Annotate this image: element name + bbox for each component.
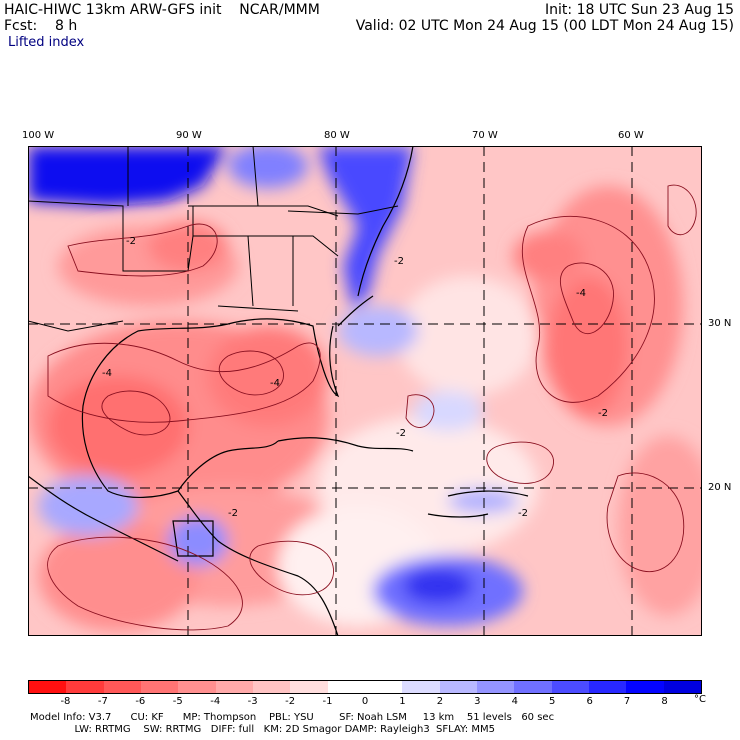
colorbar-swatch — [66, 681, 104, 693]
colorbar-tick-label: -3 — [247, 696, 258, 707]
colorbar-swatch — [140, 681, 179, 693]
contour-label: -2 — [126, 236, 136, 247]
valid-time: Valid: 02 UTC Mon 24 Aug 15 (00 LDT Mon … — [355, 18, 734, 34]
colorbar-swatch — [252, 681, 291, 693]
colorbar-tick-label: -1 — [322, 696, 333, 707]
colorbar-tick-label: 1 — [399, 696, 406, 707]
colorbar-tick-label: -5 — [172, 696, 183, 707]
field-name: Lifted index — [8, 35, 85, 50]
contour-label: -2 — [598, 408, 608, 419]
colorbar-swatch — [103, 681, 141, 693]
state-borders — [28, 146, 399, 332]
colorbar-tick-label: 4 — [511, 696, 518, 707]
colorbar-swatch — [551, 681, 589, 693]
colorbar-tick-label: 3 — [474, 696, 481, 707]
lat-label-20n: 20 N — [708, 482, 732, 493]
lifted-index-map: -2 -2 -4 -4 -2 -2 -4 -2 -2 — [28, 146, 702, 636]
contour-label: -2 — [394, 256, 404, 267]
shading — [28, 146, 702, 631]
model-info-line1: Model Info: V3.7 CU: KF MP: Thompson PBL… — [30, 712, 555, 723]
colorbar-tick-label: 5 — [549, 696, 556, 707]
model-info-line2: LW: RRTMG SW: RRTMG DIFF: full KM: 2D Sm… — [30, 724, 495, 735]
map-frame — [28, 146, 702, 636]
colorbar-swatch — [364, 681, 403, 693]
lon-label-80w: 80 W — [324, 130, 350, 141]
contour-labels: -2 -2 -4 -4 -2 -2 -4 -2 -2 — [102, 236, 608, 519]
coastlines — [28, 146, 529, 636]
lon-label-90w: 90 W — [176, 130, 202, 141]
colorbar-unit: °C — [694, 694, 706, 705]
colorbar-tick-label: -7 — [97, 696, 108, 707]
colorbar — [28, 680, 702, 694]
contour-label: -2 — [396, 428, 406, 439]
contour-label: -4 — [576, 288, 586, 299]
init-time: Init: 18 UTC Sun 23 Aug 15 — [545, 2, 734, 18]
colorbar-tick-label: 0 — [361, 696, 369, 707]
colorbar-tick-label: -2 — [285, 696, 296, 707]
lon-label-70w: 70 W — [472, 130, 498, 141]
colorbar-swatch — [514, 681, 552, 693]
lat-label-30n: 30 N — [708, 318, 732, 329]
colorbar-swatch — [663, 681, 701, 693]
colorbar-swatch — [439, 681, 477, 693]
colorbar-tick-label: -8 — [60, 696, 71, 707]
colorbar-swatch — [626, 681, 664, 693]
contour-label: -4 — [102, 368, 112, 379]
contours — [47, 184, 697, 631]
colorbar-swatch — [215, 681, 253, 693]
contour-label: -2 — [228, 508, 238, 519]
colorbar-tick-label: -4 — [210, 696, 221, 707]
contour-label: -2 — [518, 508, 528, 519]
colorbar-swatch — [29, 681, 67, 693]
colorbar-tick-label: -6 — [135, 696, 146, 707]
colorbar-swatch — [290, 681, 328, 693]
colorbar-swatch — [327, 681, 365, 693]
contour-label: -4 — [270, 378, 280, 389]
colorbar-tick-label: 6 — [586, 696, 593, 707]
colorbar-tick-label: 2 — [436, 696, 444, 707]
model-title: HAIC-HIWC 13km ARW-GFS init NCAR/MMM — [4, 2, 320, 18]
latlon-grid — [28, 146, 702, 636]
colorbar-swatch — [588, 681, 627, 693]
colorbar-swatch — [178, 681, 216, 693]
lon-label-100w: 100 W — [22, 130, 55, 141]
colorbar-swatch — [476, 681, 515, 693]
colorbar-swatch — [402, 681, 440, 693]
colorbar-tick-label: 8 — [661, 696, 668, 707]
forecast-hour: Fcst: 8 h — [4, 18, 78, 34]
lon-label-60w: 60 W — [618, 130, 644, 141]
colorbar-tick-label: 7 — [623, 696, 631, 707]
